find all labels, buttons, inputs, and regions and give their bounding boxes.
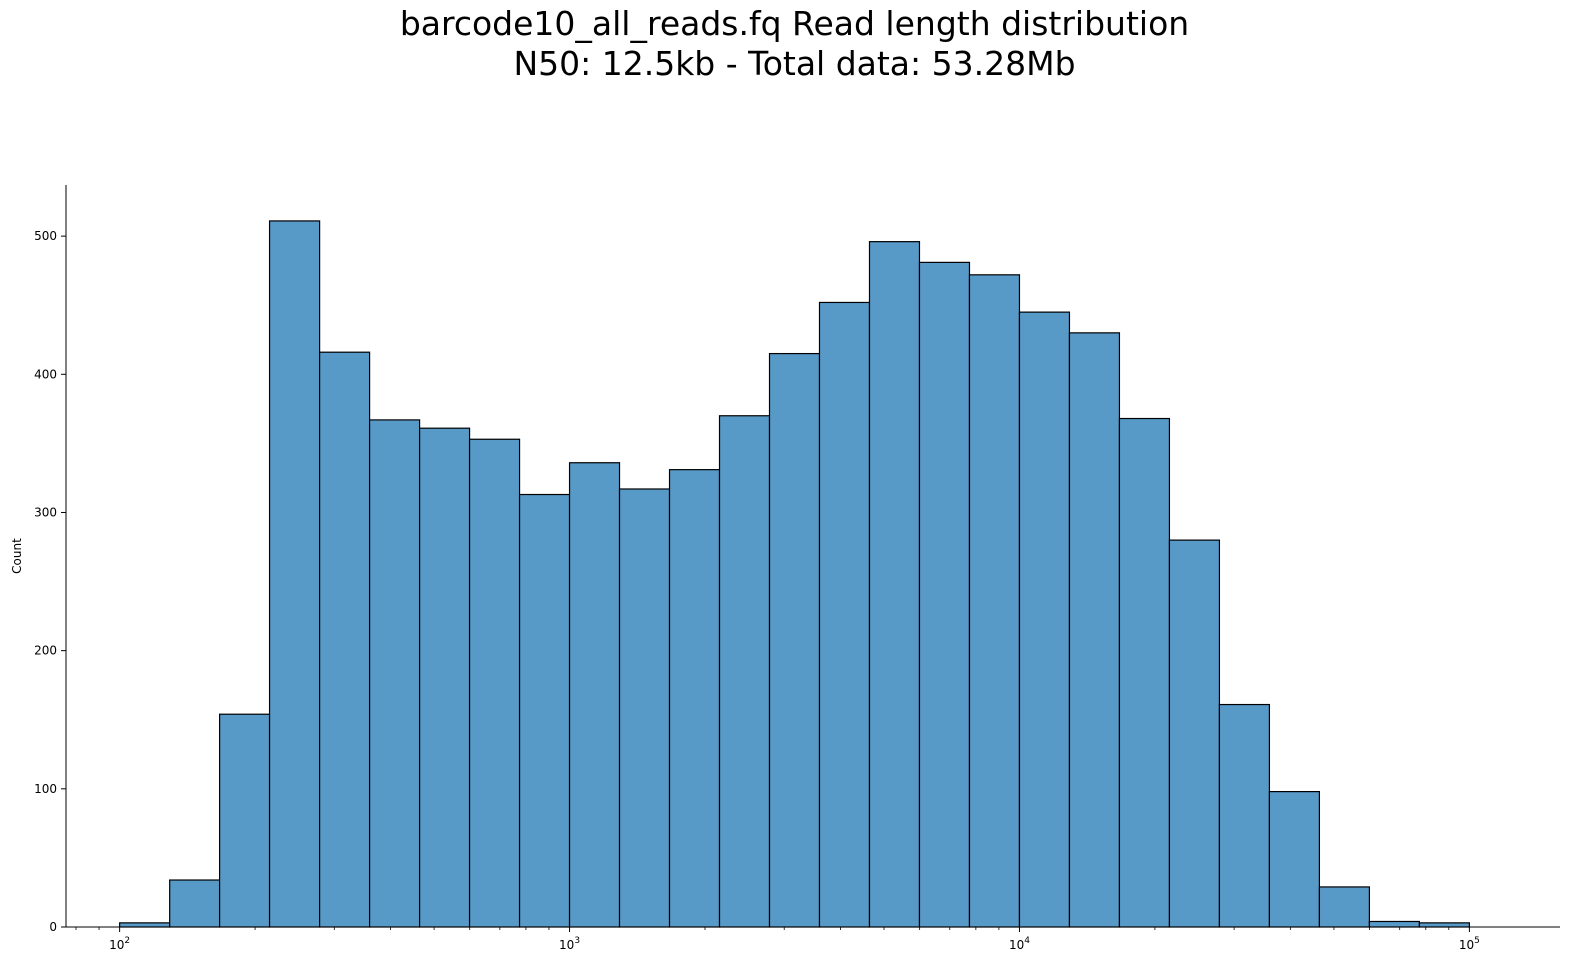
histogram-bars [119, 220, 1470, 928]
x-tick-label: 102 [109, 936, 130, 952]
y-tick-label: 500 [34, 229, 57, 243]
y-tick-label: 200 [34, 644, 57, 658]
histogram-bar [718, 415, 771, 928]
histogram-bar [1218, 703, 1271, 928]
histogram-bar [868, 241, 921, 928]
y-tick-label: 0 [49, 920, 57, 934]
histogram-bar [1118, 417, 1171, 928]
histogram-bar [418, 427, 471, 928]
histogram-bar [1168, 539, 1221, 928]
y-tick-label: 100 [34, 782, 57, 796]
histogram-bar [1418, 922, 1470, 928]
y-tick-label: 300 [34, 505, 57, 519]
histogram-bar [268, 220, 321, 928]
histogram-bar [368, 419, 421, 928]
x-tick-label: 105 [1459, 936, 1480, 952]
histogram-bar [119, 922, 171, 928]
histogram-bar [768, 352, 821, 928]
x-tick-label: 103 [559, 936, 580, 952]
histogram-bar [518, 493, 571, 928]
chart-subtitle: N50: 12.5kb - Total data: 53.28Mb [513, 44, 1076, 83]
chart-axes [65, 185, 1560, 928]
histogram-bar [618, 488, 671, 928]
x-axis-ticks: 102 103 104 105 [75, 927, 1480, 952]
chart-title-block: barcode10_all_reads.fq Read length distr… [0, 4, 1589, 84]
histogram-bar [1368, 920, 1420, 928]
histogram-bar [468, 438, 521, 928]
y-axis-label: Count [10, 538, 24, 574]
histogram-bar [968, 274, 1021, 928]
histogram-bar [668, 469, 721, 928]
histogram-bar [1318, 886, 1371, 928]
x-tick-label: 104 [1009, 936, 1030, 952]
histogram-bar [1268, 790, 1321, 928]
histogram-bar [319, 351, 371, 928]
histogram-bar [1018, 311, 1071, 928]
histogram-bar [169, 879, 221, 928]
histogram-bar [918, 261, 971, 928]
y-axis-ticks: 0 100 200 300 400 500 [34, 229, 66, 934]
y-tick-label: 400 [34, 367, 57, 381]
histogram-bar [568, 462, 621, 928]
histogram-bar [818, 301, 871, 928]
histogram-bar [1068, 332, 1121, 928]
histogram-bar [218, 713, 271, 928]
chart-title: barcode10_all_reads.fq Read length distr… [399, 4, 1190, 43]
